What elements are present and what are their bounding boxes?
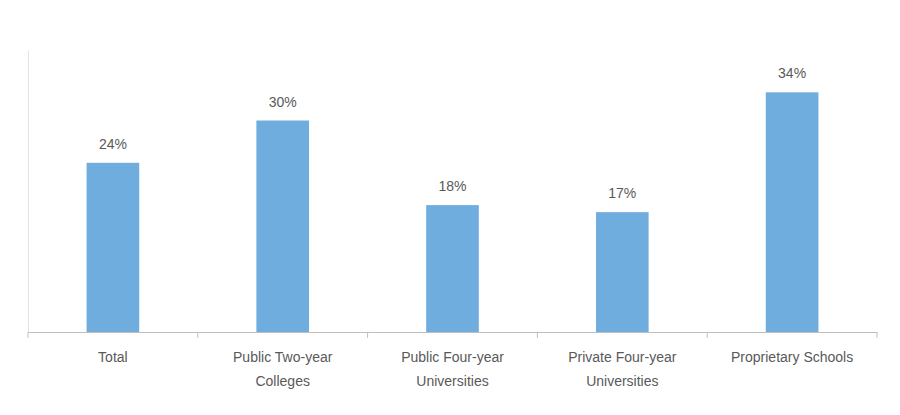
x-separator: [367, 332, 368, 338]
bar: [87, 163, 140, 332]
chart: Total Public Two-year Colleges Public Four-…: [0, 0, 900, 415]
data-label: 17%: [608, 185, 636, 201]
x-tick: Proprietary Schools: [731, 332, 853, 365]
data-label: 34%: [778, 65, 806, 81]
x-tick-label: Proprietary Schools: [731, 349, 853, 365]
x-tick-label-line: Colleges: [255, 373, 309, 389]
data-label: 18%: [438, 178, 466, 194]
x-tick-label: Private Four-year Universities: [568, 349, 676, 389]
x-tick-label-line: Total: [98, 349, 128, 365]
y-axis: [28, 51, 29, 333]
x-tick-label: Public Two-year Colleges: [233, 349, 333, 389]
bar: [596, 212, 649, 332]
x-separator: [197, 332, 198, 338]
x-tick-label-line: Private Four-year: [568, 349, 676, 365]
bars: [87, 92, 819, 332]
x-tick: Public Four-year Universities: [401, 332, 504, 389]
data-label: 30%: [269, 94, 297, 110]
x-tick: Private Four-year Universities: [568, 332, 676, 389]
y-axis-line: [28, 51, 29, 333]
bar: [256, 121, 309, 333]
x-separators: [28, 332, 877, 338]
x-tick-label-line: Public Two-year: [233, 349, 333, 365]
x-separator: [28, 332, 29, 338]
x-separator: [537, 332, 538, 338]
x-tick-label-line: Proprietary Schools: [731, 349, 853, 365]
x-tick: Public Two-year Colleges: [233, 332, 333, 389]
x-axis: Total Public Two-year Colleges Public Four-…: [29, 332, 878, 389]
x-tick: Total: [98, 332, 128, 365]
x-tick-label-line: Universities: [586, 373, 658, 389]
data-labels: 24% 30% 18% 17% 34%: [99, 65, 806, 201]
bar: [426, 205, 479, 332]
x-tick-label: Public Four-year Universities: [401, 349, 504, 389]
x-axis-line: [29, 332, 878, 333]
x-tick-label: Total: [98, 349, 128, 365]
x-separator: [877, 332, 878, 338]
bar: [766, 92, 819, 332]
x-tick-label-line: Universities: [416, 373, 488, 389]
data-label: 24%: [99, 136, 127, 152]
x-separator: [707, 332, 708, 338]
x-tick-label-line: Public Four-year: [401, 349, 504, 365]
